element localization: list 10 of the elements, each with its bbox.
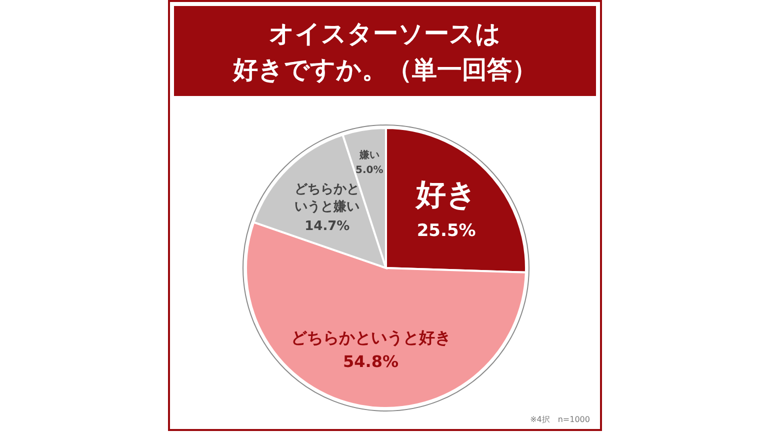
chart-title: オイスターソースは好きですか。（単一回答） bbox=[232, 19, 537, 84]
data-label: 5.0% bbox=[355, 165, 384, 176]
text: ※4択 n=1000 bbox=[530, 415, 590, 424]
slice-label: どちらかというと好き bbox=[290, 328, 451, 348]
slice-label: どちらかというと嫌い bbox=[294, 182, 360, 215]
data-label: 25.5% bbox=[416, 220, 476, 241]
data-label: 54.8% bbox=[343, 352, 399, 372]
slice-label: 好き bbox=[414, 177, 477, 212]
slice-label: 嫌い bbox=[358, 149, 380, 162]
data-label: 14.7% bbox=[304, 219, 350, 234]
